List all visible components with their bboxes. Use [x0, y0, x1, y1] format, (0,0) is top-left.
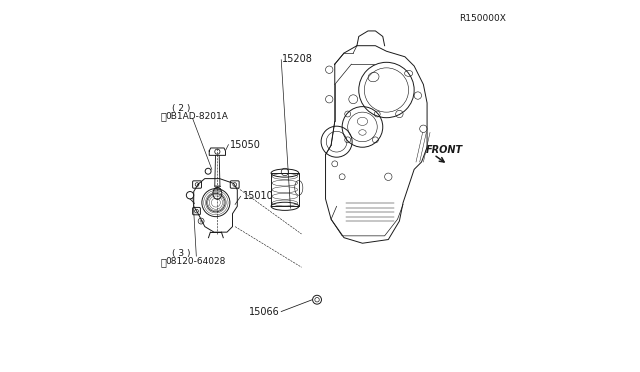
Text: 15208: 15208 — [282, 54, 313, 64]
Text: 15050: 15050 — [230, 140, 261, 150]
Text: Ⓑ: Ⓑ — [161, 112, 166, 122]
Text: 15010: 15010 — [243, 191, 273, 201]
Text: 15066: 15066 — [248, 307, 280, 317]
Text: FRONT: FRONT — [426, 145, 463, 155]
Text: ( 3 ): ( 3 ) — [172, 249, 190, 258]
Text: 0B1AD-8201A: 0B1AD-8201A — [165, 112, 228, 121]
Text: Ⓑ: Ⓑ — [161, 257, 166, 267]
Text: R150000X: R150000X — [459, 13, 506, 22]
Text: 08120-64028: 08120-64028 — [165, 257, 225, 266]
Text: ( 2 ): ( 2 ) — [172, 104, 190, 113]
